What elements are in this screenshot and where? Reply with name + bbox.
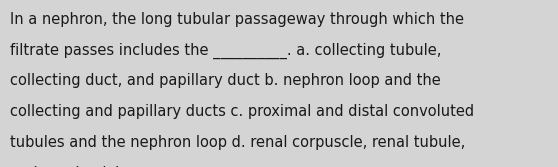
Text: and renal pelvis: and renal pelvis: [10, 166, 127, 167]
Text: collecting and papillary ducts c. proximal and distal convoluted: collecting and papillary ducts c. proxim…: [10, 104, 474, 119]
Text: filtrate passes includes the __________. a. collecting tubule,: filtrate passes includes the __________.…: [10, 43, 441, 59]
Text: In a nephron, the long tubular passageway through which the: In a nephron, the long tubular passagewa…: [10, 12, 464, 27]
Text: collecting duct, and papillary duct b. nephron loop and the: collecting duct, and papillary duct b. n…: [10, 73, 441, 89]
Text: tubules and the nephron loop d. renal corpuscle, renal tubule,: tubules and the nephron loop d. renal co…: [10, 135, 465, 150]
